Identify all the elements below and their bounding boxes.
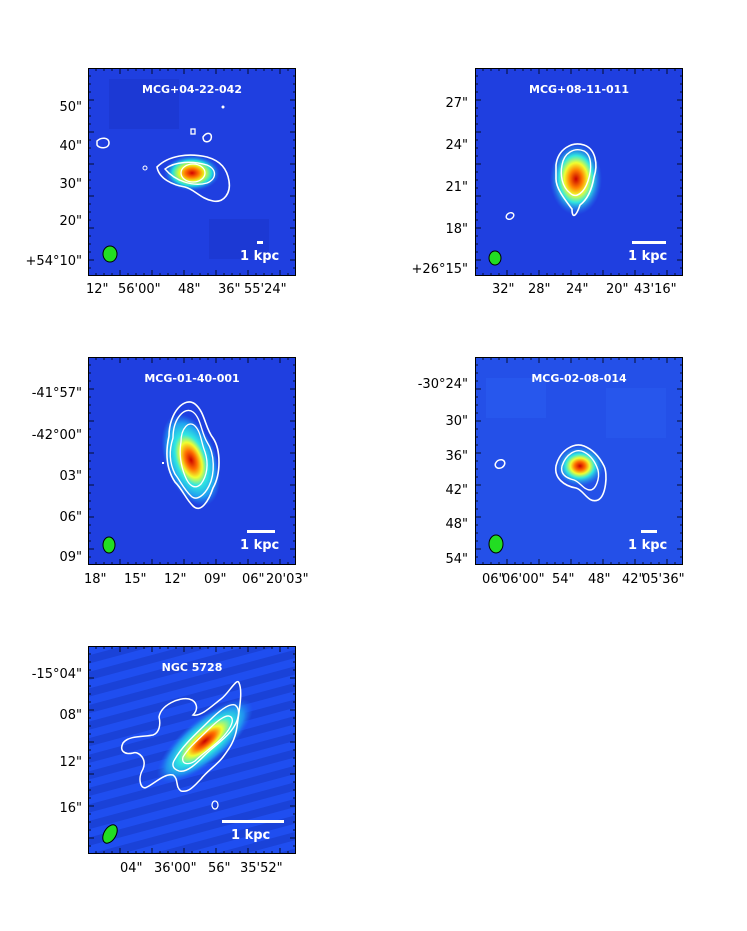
x-tick-label: 43'16" (634, 282, 677, 297)
x-tick-label: 20'03" (266, 572, 309, 587)
y-tick-label: 54" (445, 552, 468, 567)
x-tick-label: 24" (566, 282, 589, 297)
x-tick-label: 12" (86, 282, 109, 297)
scale-label: 1 kpc (240, 538, 280, 553)
y-tick-label: 36" (445, 449, 468, 464)
emission-map (89, 358, 295, 564)
y-tick-label: -30°24" (417, 377, 468, 392)
y-tick-label: 48" (445, 517, 468, 532)
y-tick-label: 21" (445, 180, 468, 195)
x-tick-label: 56" (208, 861, 231, 876)
x-tick-label: 35'52" (240, 861, 283, 876)
scale-label: 1 kpc (628, 249, 668, 264)
x-tick-label: 05'36" (642, 572, 685, 587)
x-tick-label: 06'00" (502, 572, 545, 587)
galaxy-name: MCG-01-40-001 (144, 372, 240, 385)
y-tick-label: 24" (445, 138, 468, 153)
y-tick-label: 06" (59, 510, 82, 525)
x-tick-label: 12" (164, 572, 187, 587)
scale-bar (632, 241, 666, 244)
y-tick-label: 27" (445, 96, 468, 111)
y-tick-label: 50" (59, 100, 82, 115)
x-tick-label: 20" (606, 282, 629, 297)
y-tick-label: 03" (59, 469, 82, 484)
image-frame: MCG+04-22-042 1 kpc (88, 68, 296, 276)
y-tick-label: 09" (59, 550, 82, 565)
scale-label: 1 kpc (628, 538, 668, 553)
x-tick-label: 36" (218, 282, 241, 297)
galaxy-name: MCG+04-22-042 (142, 83, 242, 96)
x-tick-label: 54" (552, 572, 575, 587)
scale-bar (222, 820, 284, 823)
scale-bar (257, 241, 263, 244)
galaxy-name: MCG-02-08-014 (531, 372, 627, 385)
y-tick-label: +54°10" (25, 254, 82, 269)
x-tick-label: 42" (622, 572, 645, 587)
image-frame: MCG-02-08-014 1 kpc (475, 357, 683, 565)
y-tick-label: -42°00" (31, 428, 82, 443)
y-tick-label: -41°57" (31, 386, 82, 401)
x-tick-label: 48" (178, 282, 201, 297)
x-tick-label: 04" (120, 861, 143, 876)
y-tick-label: 30" (59, 177, 82, 192)
galaxy-name: NGC 5728 (161, 661, 223, 674)
y-tick-label: 08" (59, 708, 82, 723)
image-frame: NGC 5728 1 kpc (88, 646, 296, 854)
emission-map (476, 358, 682, 564)
scale-label: 1 kpc (240, 249, 280, 264)
x-tick-label: 56'00" (118, 282, 161, 297)
y-tick-label: 12" (59, 755, 82, 770)
emission-map (89, 647, 295, 853)
x-tick-label: 48" (588, 572, 611, 587)
x-tick-label: 18" (84, 572, 107, 587)
x-tick-label: 55'24" (244, 282, 287, 297)
y-tick-label: 40" (59, 139, 82, 154)
scale-label: 1 kpc (231, 828, 271, 843)
y-tick-label: 42" (445, 483, 468, 498)
y-tick-label: 18" (445, 222, 468, 237)
emission-map (89, 69, 295, 275)
x-tick-label: 36'00" (154, 861, 197, 876)
y-tick-label: 16" (59, 801, 82, 816)
scale-bar (247, 530, 275, 533)
y-tick-label: -15°04" (31, 667, 82, 682)
x-tick-label: 09" (204, 572, 227, 587)
x-tick-label: 32" (492, 282, 515, 297)
image-frame: MCG+08-11-011 1 kpc (475, 68, 683, 276)
galaxy-name: MCG+08-11-011 (529, 83, 629, 96)
x-tick-label: 06" (242, 572, 265, 587)
emission-map (476, 69, 682, 275)
image-frame: MCG-01-40-001 1 kpc (88, 357, 296, 565)
x-tick-label: 06" (482, 572, 505, 587)
y-tick-label: +26°15" (411, 262, 468, 277)
x-tick-label: 28" (528, 282, 551, 297)
y-tick-label: 20" (59, 214, 82, 229)
y-tick-label: 30" (445, 414, 468, 429)
x-tick-label: 15" (124, 572, 147, 587)
scale-bar (641, 530, 657, 533)
